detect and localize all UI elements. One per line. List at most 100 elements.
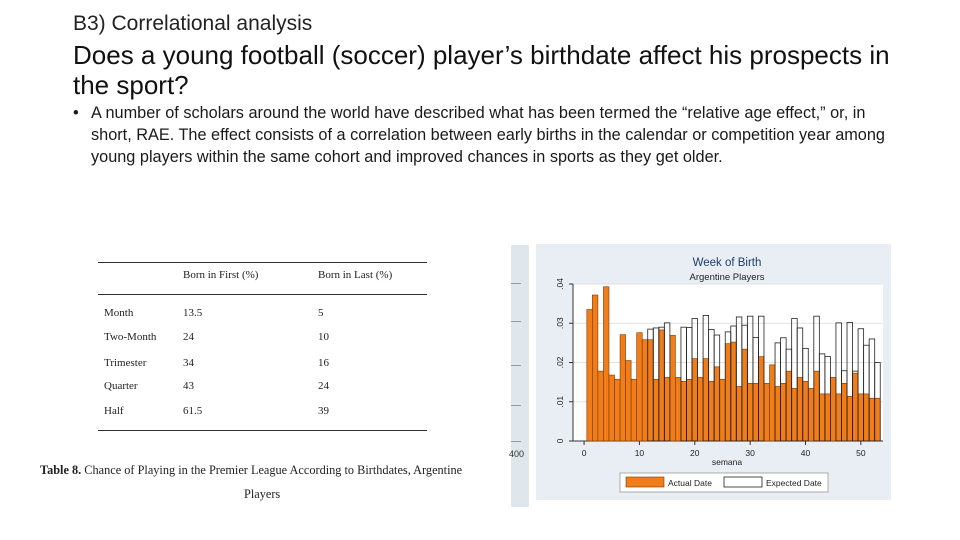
table-row-label: Month xyxy=(104,307,134,319)
cropped-gridline xyxy=(511,441,521,442)
expected-bar xyxy=(663,322,671,442)
actual-bar xyxy=(675,377,682,442)
cropped-gridline xyxy=(511,365,521,366)
actual-bar xyxy=(863,393,870,442)
cropped-gridline xyxy=(511,283,521,284)
actual-bar xyxy=(686,379,693,442)
legend-swatch-expected xyxy=(723,476,763,488)
legend-label-actual: Actual Date xyxy=(668,478,712,488)
actual-bar xyxy=(680,381,687,442)
week-of-birth-chart: Week of Birth Argentine Players 0 .01 .02 .03… xyxy=(536,244,891,500)
cropped-gridline xyxy=(511,405,521,406)
chart-subtitle: Argentine Players xyxy=(690,272,765,283)
table-header-rule xyxy=(98,294,427,295)
y-tick-label: .03 xyxy=(555,317,565,329)
table-caption: Table 8. Chance of Playing in the Premie… xyxy=(40,463,488,478)
actual-bar xyxy=(824,393,831,442)
actual-bar xyxy=(669,335,676,442)
actual-bar xyxy=(747,383,754,442)
y-tick-label: .01 xyxy=(555,396,565,408)
actual-bar xyxy=(830,377,837,442)
actual-bar xyxy=(868,397,875,442)
actual-bar xyxy=(586,309,593,442)
bullet-paragraph: • A number of scholars around the world … xyxy=(73,102,903,168)
x-tick-label: 50 xyxy=(856,448,866,458)
expected-bar xyxy=(691,318,698,442)
cropped-chart-edge: 400 xyxy=(509,245,529,507)
y-tick-label: 0 xyxy=(555,438,565,443)
caption-text: Chance of Playing in the Premier League … xyxy=(81,463,463,477)
actual-bar xyxy=(724,343,732,442)
actual-bar xyxy=(758,356,765,442)
legend-swatch-actual xyxy=(625,476,665,488)
actual-bar xyxy=(641,339,649,442)
table-top-rule xyxy=(98,262,427,263)
actual-bar xyxy=(697,377,704,442)
x-axis-label: semana xyxy=(712,457,743,467)
actual-bar xyxy=(614,379,621,442)
expected-bar xyxy=(758,315,765,442)
table-cell-last: 16 xyxy=(318,357,329,369)
table-cell-last: 5 xyxy=(318,307,324,319)
y-tick-label: .02 xyxy=(555,356,565,368)
actual-bar xyxy=(630,379,637,442)
cropped-tick-label: 400 xyxy=(509,449,525,459)
actual-bar xyxy=(597,370,604,442)
actual-bar xyxy=(636,332,643,442)
chart-title: Week of Birth xyxy=(693,257,762,269)
actual-bar xyxy=(603,286,610,442)
actual-bar xyxy=(785,370,792,442)
actual-bar xyxy=(769,364,776,442)
actual-bar xyxy=(846,395,853,442)
actual-bar xyxy=(702,358,709,442)
bullet-text: A number of scholars around the world ha… xyxy=(91,104,885,166)
actual-bar xyxy=(592,294,599,442)
actual-bar xyxy=(813,370,820,442)
expected-bar xyxy=(824,356,831,442)
table-header-first: Born in First (%) xyxy=(183,269,259,281)
table-cell-first: 24 xyxy=(183,331,194,343)
actual-bar xyxy=(664,377,671,442)
x-tick-label: 10 xyxy=(635,448,645,458)
actual-bar xyxy=(719,379,726,442)
actual-bar xyxy=(835,393,842,442)
x-tick-label: 0 xyxy=(582,448,587,458)
actual-bar xyxy=(647,339,654,442)
expected-bar xyxy=(802,347,809,442)
table-cell-first: 34 xyxy=(183,357,194,369)
actual-bar xyxy=(658,329,665,442)
expected-bar xyxy=(713,334,721,442)
actual-bar xyxy=(791,388,798,442)
actual-bar xyxy=(807,388,815,442)
actual-bar xyxy=(796,377,804,442)
actual-bar xyxy=(752,383,759,442)
actual-bar xyxy=(619,334,626,442)
table-row-label: Two-Month xyxy=(104,331,157,343)
slide-subtitle: B3) Correlational analysis xyxy=(73,12,313,35)
caption-label: Table 8. xyxy=(40,463,82,477)
table-row-label: Half xyxy=(104,405,124,417)
actual-bar xyxy=(741,348,748,442)
actual-bar xyxy=(774,386,781,442)
chart-svg: Week of Birth Argentine Players 0 .01 .02 .03… xyxy=(555,257,883,493)
actual-bar xyxy=(802,381,809,442)
actual-bar xyxy=(852,372,859,442)
expected-bar xyxy=(874,362,881,442)
table-row-label: Quarter xyxy=(104,380,138,392)
bullet-icon: • xyxy=(73,104,79,122)
table-cell-first: 13.5 xyxy=(183,307,203,319)
slide-title: Does a young football (soccer) player’s … xyxy=(73,40,890,100)
actual-bar xyxy=(708,381,715,442)
table-bottom-rule xyxy=(98,430,427,431)
actual-bar xyxy=(713,366,720,442)
actual-bar xyxy=(652,379,660,442)
table-cell-first: 43 xyxy=(183,380,194,392)
cropped-gridline xyxy=(511,321,521,322)
table-caption-line2: Players xyxy=(244,487,281,501)
table-header-last: Born in Last (%) xyxy=(318,269,393,281)
x-tick-label: 30 xyxy=(745,448,755,458)
table-cell-last: 39 xyxy=(318,405,329,417)
actual-bar xyxy=(608,374,615,442)
table-cell-last: 10 xyxy=(318,331,329,343)
actual-bar xyxy=(625,360,632,442)
